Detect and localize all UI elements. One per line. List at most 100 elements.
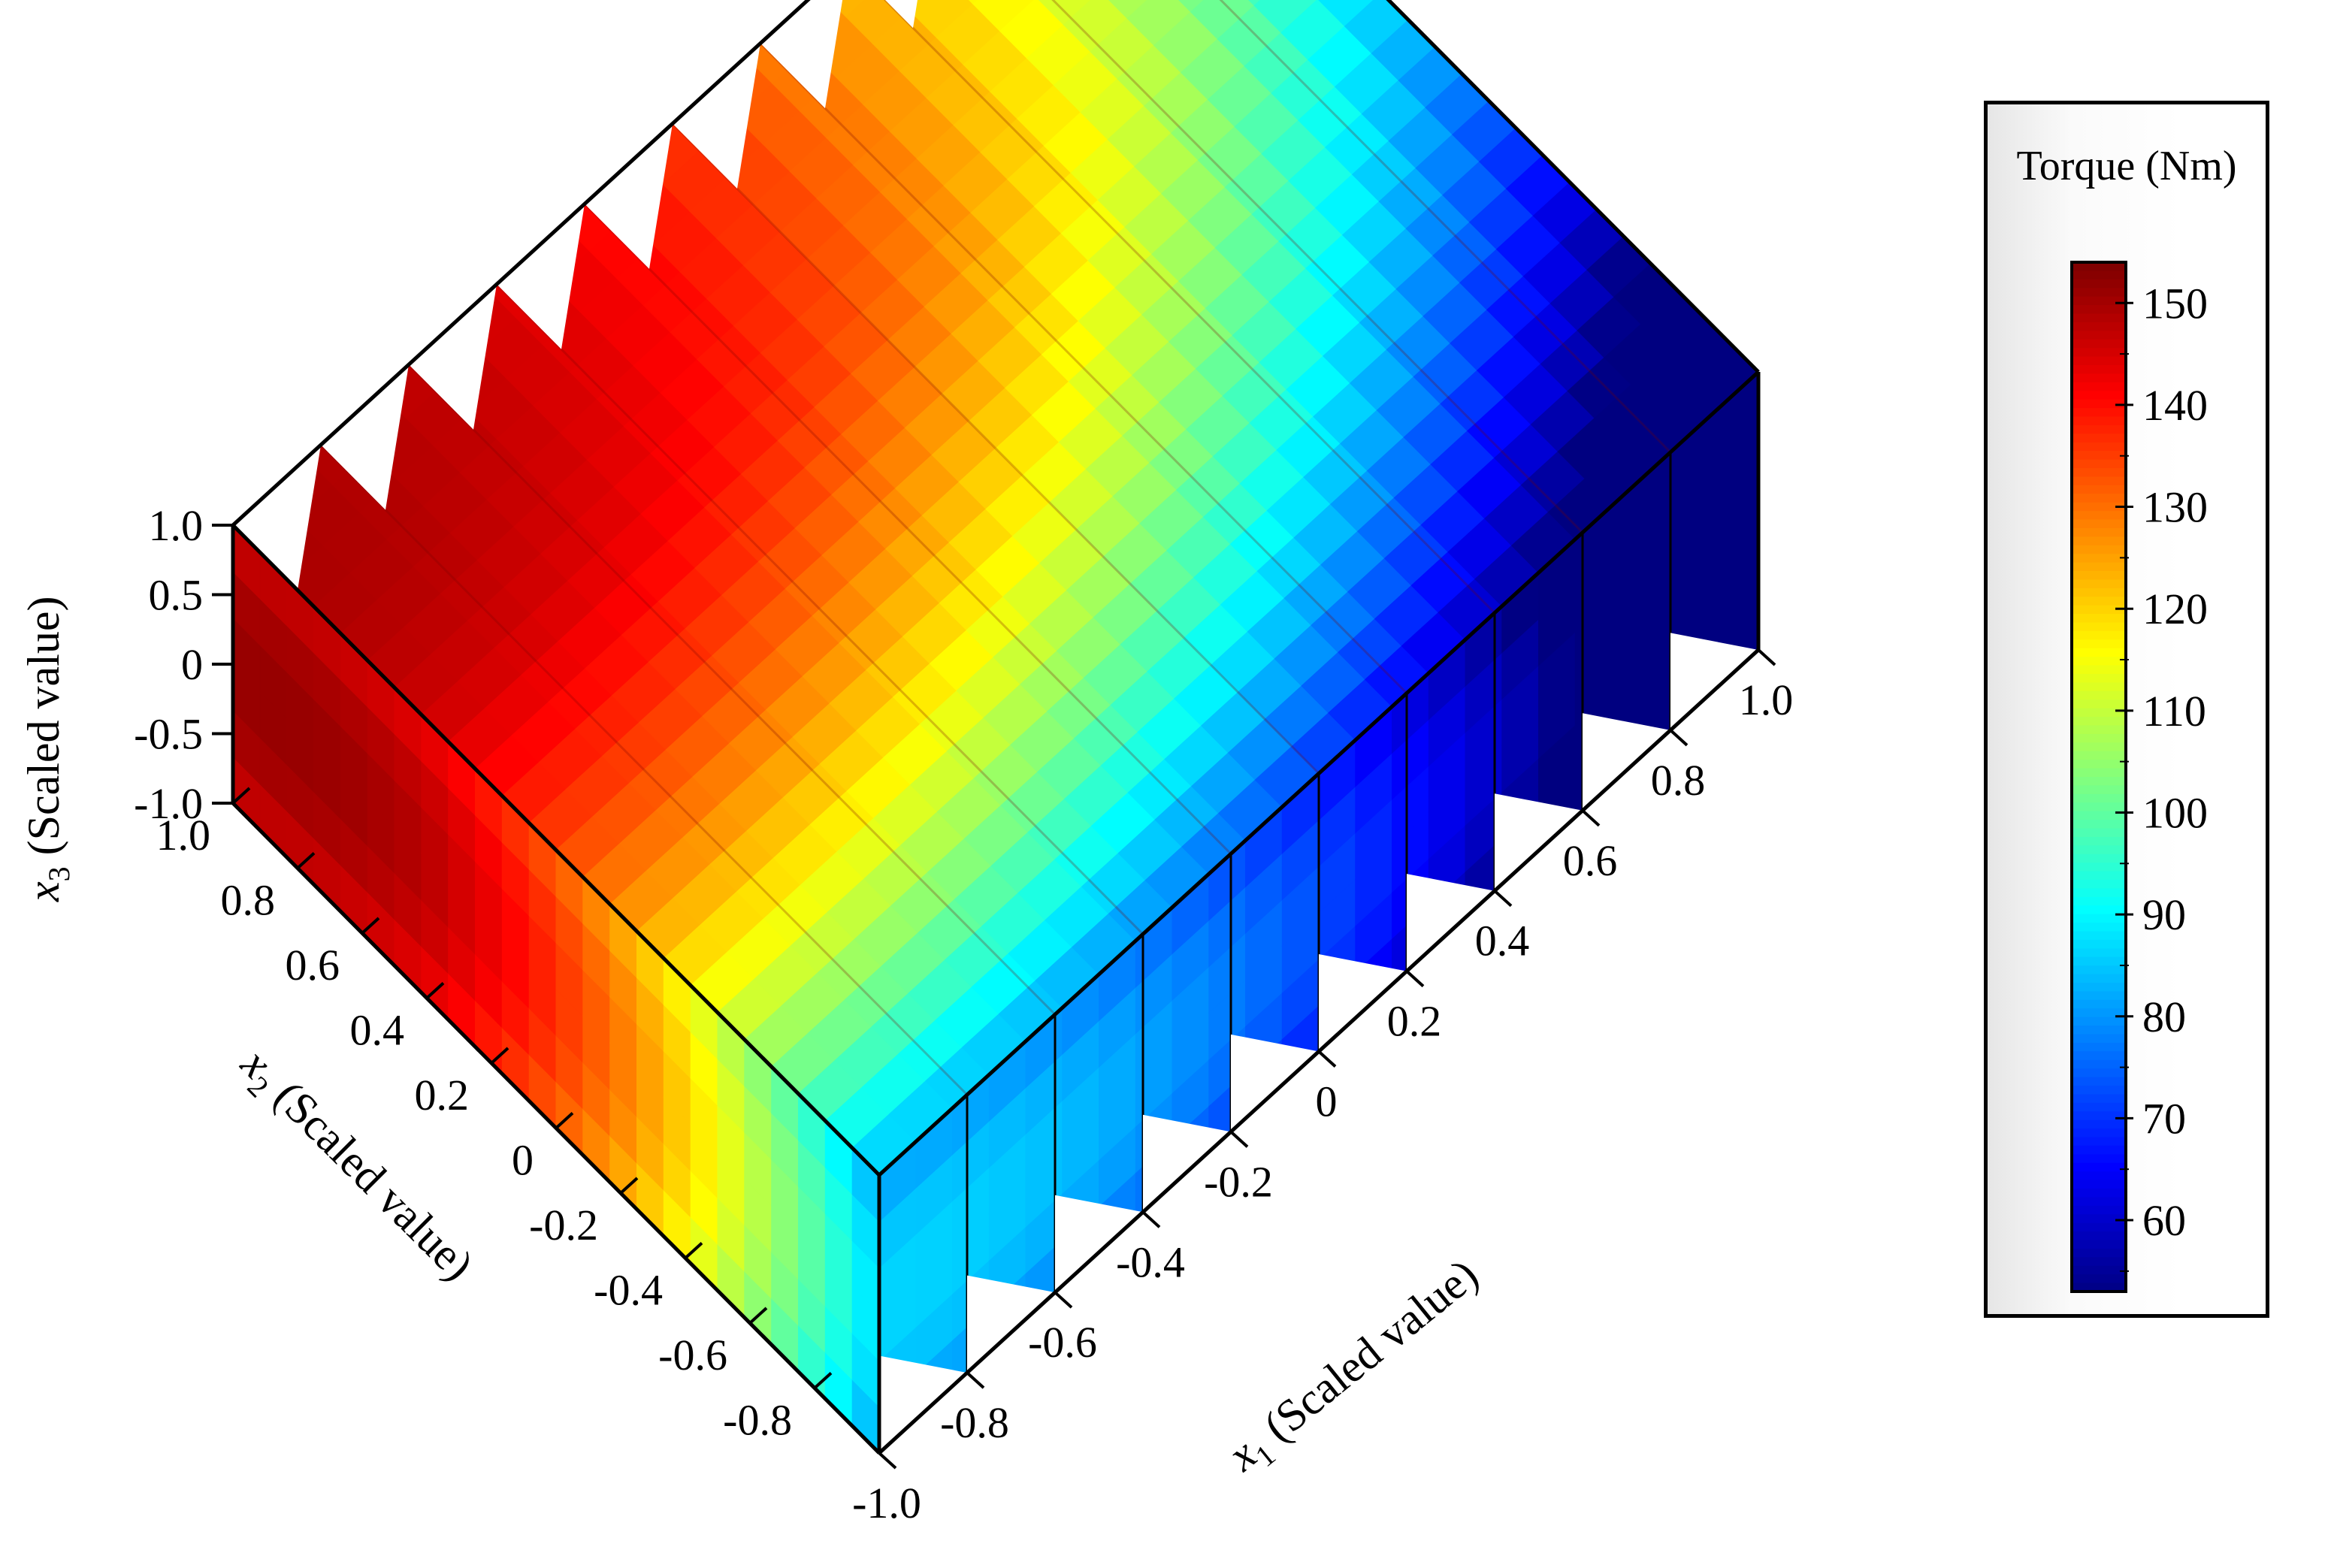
x3-tick-label: 1.0 — [149, 501, 204, 550]
colorbar-segment — [2072, 853, 2126, 864]
x2-tick-mark — [748, 1307, 768, 1325]
colorbar-segment — [2072, 262, 2126, 272]
colorbar-segment — [2072, 991, 2126, 1001]
colorbar-segment — [2072, 1257, 2126, 1267]
colorbar-segment — [2072, 699, 2126, 709]
x1-tick-mark — [1581, 809, 1601, 827]
colorbar-segment — [2072, 1274, 2126, 1284]
slice-gap — [1495, 793, 1583, 891]
slice-notch — [233, 445, 321, 591]
x1-tick-mark — [1405, 970, 1425, 988]
colorbar-segment — [2072, 880, 2126, 890]
x1-tick-mark — [1317, 1050, 1337, 1068]
colorbar-segment — [2072, 365, 2126, 375]
cube-edge — [231, 0, 811, 527]
x2-tick-mark — [813, 1372, 833, 1389]
colorbar-segment — [2072, 562, 2126, 572]
colorbar-segment — [2072, 785, 2126, 795]
colorbar-frame — [2070, 261, 2127, 1293]
slice-gap — [1583, 713, 1670, 811]
colorbar-segment — [2072, 1231, 2126, 1241]
colorbar-segment — [2072, 1077, 2126, 1086]
x1-tick-label: 0.4 — [1475, 917, 1530, 965]
colorbar-segment — [2072, 828, 2126, 838]
colorbar-segment — [2072, 999, 2126, 1010]
slice-notch — [885, 0, 918, 29]
colorbar-segment — [2072, 1205, 2126, 1216]
colorbar-segment — [2072, 733, 2126, 744]
colorbar-segment — [2072, 331, 2126, 340]
cube-edge — [231, 524, 881, 1177]
colorbar-segment — [2072, 639, 2126, 649]
x3-ticks: 1.0 0.5 0 -0.5 -1.0 — [134, 501, 233, 828]
colorbar-segment — [2072, 1017, 2126, 1027]
x1-tick-mark — [1141, 1210, 1161, 1228]
x3-tick-label: 0.5 — [149, 571, 204, 620]
colorbar-segment — [2072, 597, 2126, 606]
colorbar-segment — [2072, 399, 2126, 409]
x2-tick-label: 0.2 — [415, 1071, 470, 1119]
colorbar-segment — [2072, 356, 2126, 366]
colorbar-segment — [2072, 802, 2126, 812]
colorbar-segment — [2072, 1128, 2126, 1138]
colorbar-segment — [2072, 451, 2126, 461]
colorbar-segment — [2072, 571, 2126, 581]
colorbar-segment — [2072, 511, 2126, 521]
colorbar-tick-label: 70 — [2142, 1094, 2186, 1143]
colorbar-segment — [2072, 339, 2126, 349]
colorbar-segment — [2072, 536, 2126, 546]
colorbar-segment — [2072, 674, 2126, 684]
colorbar-segment — [2072, 1214, 2126, 1224]
colorbar-segment — [2072, 1171, 2126, 1181]
colorbar-segment — [2072, 1189, 2126, 1198]
x2-tick-mark — [555, 1112, 574, 1129]
colorbar-segment — [2072, 622, 2126, 632]
colorbar-tick-label: 130 — [2142, 483, 2208, 532]
x2-tick-mark — [361, 917, 380, 935]
top-face-cell — [1038, 0, 1092, 26]
x2-tick-mark — [490, 1047, 509, 1065]
slice-gap — [879, 1355, 967, 1453]
top-face-cell — [1108, 0, 1148, 20]
colorbar-segment — [2072, 322, 2126, 332]
top-face-cell — [972, 0, 1035, 32]
x1-tick-mark — [966, 1371, 985, 1389]
colorbar-segment — [2072, 313, 2126, 323]
x1-tick-mark — [1054, 1291, 1073, 1309]
x2-tick-label: -0.4 — [594, 1266, 663, 1315]
colorbar-segment — [2072, 1162, 2126, 1173]
x1-tick-mark — [1229, 1130, 1249, 1148]
colorbar-segment — [2072, 751, 2126, 761]
x1-tick-label: -1.0 — [852, 1479, 921, 1527]
x2-tick-mark — [684, 1242, 703, 1259]
colorbar-segment — [2072, 690, 2126, 701]
cube-edge — [878, 370, 1760, 1177]
x2-tick-mark — [425, 982, 445, 999]
colorbar-segment — [2072, 760, 2126, 769]
colorbar-segment — [2072, 554, 2126, 563]
slice-line — [319, 444, 969, 1096]
colorbar-segment — [2072, 923, 2126, 932]
colorbar-segment — [2072, 605, 2126, 615]
top-face-cell — [1248, 0, 1262, 7]
colorbar-segment — [2072, 777, 2126, 787]
colorbar-segment — [2072, 956, 2126, 967]
colorbar-segment — [2072, 1051, 2126, 1061]
x2-tick-mark — [619, 1177, 639, 1195]
colorbar-segment — [2072, 1026, 2126, 1035]
colorbar-segment — [2072, 434, 2126, 443]
colorbar-segment — [2072, 1180, 2126, 1189]
x3-tick-label: -1.0 — [134, 779, 203, 828]
x2-tick-label: 0.4 — [350, 1006, 405, 1055]
colorbar-title: Torque (Nm) — [2016, 143, 2237, 189]
colorbar-segment — [2072, 1059, 2126, 1070]
colorbar-segment — [2072, 965, 2126, 975]
colorbar-segment — [2072, 502, 2126, 512]
x2-tick-label: 0 — [512, 1136, 534, 1185]
colorbar-tick-label: 100 — [2142, 788, 2208, 837]
colorbar-segment — [2072, 1145, 2126, 1156]
colorbar-tick-label: 150 — [2142, 279, 2208, 328]
x1-tick-label: 0.8 — [1651, 756, 1706, 805]
colorbar-segment — [2072, 974, 2126, 983]
colorbar-segment — [2072, 1119, 2126, 1130]
